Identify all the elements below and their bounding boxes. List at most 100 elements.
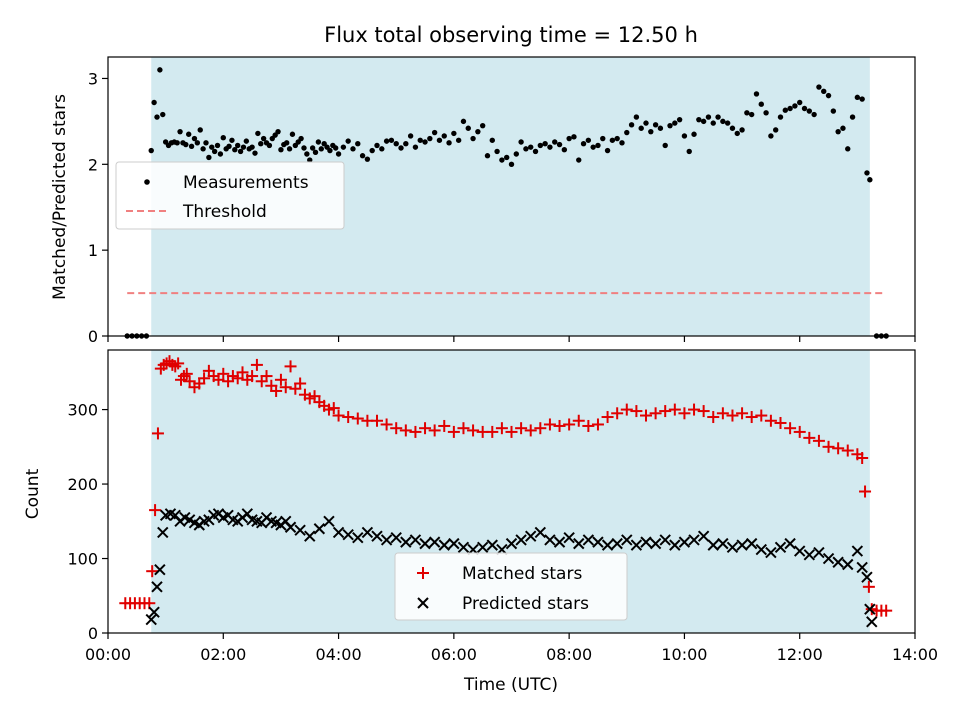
- predicted-stars-point: [832, 556, 844, 568]
- matched-stars-point: [428, 424, 441, 437]
- measurement-point: [379, 146, 385, 152]
- matched-stars-point: [640, 409, 652, 422]
- matched-stars-point: [342, 411, 355, 424]
- y-tick-label: 100: [67, 550, 98, 569]
- measurement-point: [260, 135, 267, 142]
- predicted-stars-point: [822, 552, 835, 565]
- measurement-point: [194, 140, 201, 146]
- matched-stars-point: [880, 604, 893, 617]
- measurement-point: [696, 116, 702, 123]
- measurement-point: [200, 146, 206, 152]
- predicted-stars-point: [726, 541, 739, 554]
- measurement-point: [739, 127, 745, 133]
- measurement-point: [508, 161, 515, 168]
- measurement-point: [537, 142, 544, 149]
- matched-stars-point: [793, 425, 806, 438]
- measurement-point: [307, 157, 313, 163]
- measurement-point: [350, 146, 356, 152]
- measurement-point: [318, 146, 324, 152]
- matched-stars-point: [169, 360, 182, 373]
- predicted-stars-point: [332, 526, 345, 539]
- measurement-point: [638, 125, 644, 131]
- y-tick-label: 3: [88, 69, 98, 88]
- matched-stars-point: [726, 409, 739, 422]
- matched-stars-point: [166, 358, 179, 371]
- matched-stars-point: [832, 442, 845, 455]
- matched-stars-point: [688, 403, 701, 416]
- predicted-stars-point: [154, 563, 166, 576]
- measurement-point: [203, 140, 209, 146]
- measurement-point: [446, 140, 452, 146]
- measurement-point: [229, 137, 235, 143]
- measurement-point: [854, 94, 861, 101]
- predicted-stars-point: [745, 537, 758, 550]
- matched-stars-point: [515, 422, 528, 435]
- measurement-point: [258, 141, 264, 147]
- x-tick-label: 14:00: [892, 645, 938, 664]
- measurement-point: [787, 105, 793, 112]
- matched-stars-point: [467, 424, 480, 437]
- predicted-stars-point: [774, 541, 787, 554]
- measurement-point: [240, 144, 247, 150]
- matched-stars-point: [371, 414, 383, 427]
- matched-stars-point: [620, 403, 633, 416]
- matched-stars-point: [534, 422, 547, 435]
- matched-stars-point: [274, 373, 287, 386]
- measurement-point: [590, 144, 596, 150]
- predicted-stars-point: [419, 537, 431, 550]
- matched-stars-point: [668, 403, 681, 416]
- measurement-point: [566, 135, 572, 142]
- measurement-point: [835, 128, 841, 135]
- measurement-point: [214, 142, 221, 149]
- matched-stars-point: [630, 405, 643, 418]
- measurement-point: [374, 142, 380, 149]
- measurement-point: [470, 135, 476, 142]
- y-tick-label: 300: [67, 401, 98, 420]
- matched-stars-point: [582, 419, 595, 432]
- matched-stars-point: [351, 412, 364, 425]
- matched-stars-point: [146, 565, 159, 578]
- matched-stars-point: [495, 422, 508, 435]
- matched-stars-point: [572, 414, 585, 427]
- measurement-point: [681, 133, 688, 139]
- matched-stars-point: [764, 414, 777, 427]
- measurement-point: [532, 148, 539, 155]
- matched-stars-point: [822, 440, 835, 453]
- measurement-point: [232, 147, 238, 153]
- x-tick-label: 04:00: [316, 645, 362, 664]
- measurement-point: [628, 122, 635, 128]
- predicted-stars-point: [794, 545, 806, 557]
- matched-stars-point: [172, 357, 185, 370]
- top-legend: Measurements Threshold: [115, 161, 345, 230]
- predicted-stars-point: [601, 539, 614, 551]
- x-tick-label: 00:00: [85, 645, 131, 664]
- measurement-point: [369, 147, 375, 154]
- predicted-stars-point: [515, 534, 527, 546]
- predicted-stars-point: [145, 613, 157, 626]
- measurement-point: [226, 143, 232, 149]
- measurement-point: [724, 120, 731, 126]
- x-axis-label: Time (UTC): [463, 675, 558, 695]
- measurement-point: [528, 144, 534, 150]
- measurement-point: [840, 125, 846, 131]
- predicted-stars-point: [864, 603, 876, 615]
- predicted-stars-point: [148, 606, 160, 618]
- predicted-stars-point: [151, 581, 163, 593]
- axes-frame: [107, 349, 916, 634]
- matched-stars-point: [784, 422, 797, 435]
- predicted-stars-point: [866, 616, 878, 628]
- predicted-stars-point: [803, 549, 816, 561]
- measurement-point: [556, 141, 563, 148]
- matched-stars-point: [841, 444, 854, 457]
- measurement-point: [691, 131, 697, 137]
- legend-predicted-marker: [417, 597, 429, 609]
- matched-stars-point: [553, 419, 566, 432]
- measurement-point: [217, 151, 224, 157]
- measurement-point: [209, 144, 215, 150]
- measurement-point: [489, 137, 495, 143]
- measurement-point: [327, 147, 333, 154]
- predicted-stars-point: [438, 539, 450, 551]
- measurement-point: [867, 177, 873, 183]
- measurement-point: [811, 111, 817, 118]
- measurement-point: [266, 142, 273, 149]
